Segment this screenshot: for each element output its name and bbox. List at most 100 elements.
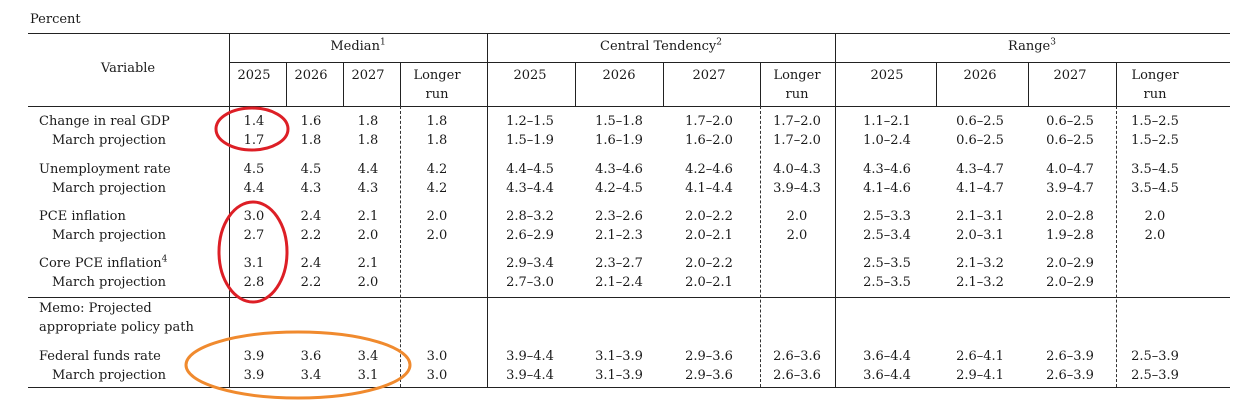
table-cell: 2.0–2.8 (1046, 209, 1094, 224)
col-header-longer: Longer (413, 68, 461, 83)
table-cell: 3.9 (243, 349, 265, 364)
row-label-variable: Change in real GDP (39, 114, 170, 129)
table-cell: 2.4 (300, 256, 322, 271)
col-header-2025: 2025 (513, 68, 547, 83)
table-cell: 2.2 (300, 228, 322, 243)
table-cell: 2.6–3.9 (1046, 368, 1094, 383)
table-cell: 2.0 (786, 228, 808, 243)
table-cell: 2.1–3.1 (956, 209, 1004, 224)
row-label-variable: PCE inflation (39, 209, 126, 224)
table-cell: 1.6 (300, 114, 322, 129)
table-cell: 2.5–3.9 (1131, 368, 1179, 383)
table-cell: 2.9–3.4 (506, 256, 554, 271)
col-header-longer: Longer (773, 68, 821, 83)
table-cell: 2.9–3.6 (685, 349, 733, 364)
table-cell: 1.8 (426, 114, 448, 129)
group-header-median: Median1 (330, 37, 386, 54)
header-divider (575, 62, 576, 106)
col-header-2026: 2026 (602, 68, 636, 83)
table-cell: 1.7 (243, 133, 265, 148)
table-cell: 3.0 (426, 349, 448, 364)
table-cell: 2.0–2.9 (1046, 275, 1094, 290)
table-cell: 2.5–3.3 (863, 209, 911, 224)
col-header-2027: 2027 (351, 68, 385, 83)
table-cell: 4.3–4.6 (863, 162, 911, 177)
variable-header: Variable (100, 61, 156, 76)
table-cell: 4.3–4.6 (595, 162, 643, 177)
table-cell: 2.9–3.6 (685, 368, 733, 383)
divider-variable (229, 33, 230, 387)
table-cell: 3.6–4.4 (863, 368, 911, 383)
table-cell: 3.4 (357, 349, 379, 364)
table-cell: 2.0 (357, 228, 379, 243)
table-cell: 3.9–4.3 (773, 181, 821, 196)
table-cell: 2.0 (1144, 228, 1166, 243)
col-header-longer: Longer (1131, 68, 1179, 83)
table-cell: 1.7–2.0 (773, 114, 821, 129)
table-cell: 4.1–4.7 (956, 181, 1004, 196)
table-cell: 2.0–2.1 (685, 275, 733, 290)
longer-run-dashed-divider (400, 106, 401, 387)
table-cell: 4.3 (357, 181, 379, 196)
table-cell: 3.0 (426, 368, 448, 383)
table-cell: 2.5–3.4 (863, 228, 911, 243)
memo-line-1: Memo: Projected (39, 301, 152, 316)
table-cell: 2.3–2.7 (595, 256, 643, 271)
row-label-march-projection: March projection (52, 181, 167, 196)
table-cell: 2.1–2.4 (595, 275, 643, 290)
table-cell: 4.3–4.7 (956, 162, 1004, 177)
table-cell: 4.0–4.3 (773, 162, 821, 177)
table-cell: 2.0–2.2 (685, 209, 733, 224)
table-cell: 0.6–2.5 (1046, 114, 1094, 129)
col-header-2026: 2026 (963, 68, 997, 83)
table-cell: 2.8 (243, 275, 265, 290)
table-cell: 1.5–2.5 (1131, 114, 1179, 129)
table-cell: 2.6–3.6 (773, 349, 821, 364)
table-cell: 4.4 (243, 181, 265, 196)
table-cell: 2.1–2.3 (595, 228, 643, 243)
table-cell: 2.8–3.2 (506, 209, 554, 224)
row-label-variable: Core PCE inflation4 (39, 254, 168, 271)
divider-median (487, 33, 488, 387)
col-header-run: run (425, 87, 449, 102)
col-header-2025: 2025 (237, 68, 271, 83)
row-label-march-projection: March projection (52, 275, 167, 290)
group-header-rule (229, 62, 1230, 63)
table-cell: 4.2 (426, 162, 448, 177)
table-cell: 2.1 (357, 256, 379, 271)
longer-run-dashed-divider (760, 106, 761, 387)
table-cell: 4.1–4.6 (863, 181, 911, 196)
orange-circle-fed-funds (184, 330, 412, 400)
table-cell: 1.9–2.8 (1046, 228, 1094, 243)
col-header-2026: 2026 (294, 68, 328, 83)
table-cell: 2.4 (300, 209, 322, 224)
header-divider (343, 62, 344, 106)
table-cell: 3.1–3.9 (595, 368, 643, 383)
table-cell: 2.5–3.9 (1131, 349, 1179, 364)
table-cell: 2.0–3.1 (956, 228, 1004, 243)
table-cell: 3.6 (300, 349, 322, 364)
row-label-variable: Federal funds rate (39, 349, 161, 364)
table-cell: 1.2–1.5 (506, 114, 554, 129)
table-cell: 2.9–4.1 (956, 368, 1004, 383)
table-cell: 1.5–1.9 (506, 133, 554, 148)
row-label-march-projection: March projection (52, 133, 167, 148)
table-cell: 2.0 (1144, 209, 1166, 224)
table-cell: 4.2–4.6 (685, 162, 733, 177)
header-bottom-rule (28, 106, 1230, 107)
col-header-2027: 2027 (692, 68, 726, 83)
table-cell: 1.6–2.0 (685, 133, 733, 148)
group-header-central-tendency: Central Tendency2 (600, 37, 722, 54)
table-cell: 4.3–4.4 (506, 181, 554, 196)
table-cell: 1.8 (357, 133, 379, 148)
table-caption: Percent (30, 12, 81, 27)
longer-run-dashed-divider (1116, 106, 1117, 387)
table-cell: 3.9–4.4 (506, 349, 554, 364)
table-cell: 3.1–3.9 (595, 349, 643, 364)
table-cell: 4.2 (426, 181, 448, 196)
table-cell: 1.4 (243, 114, 265, 129)
table-cell: 1.1–2.1 (863, 114, 911, 129)
table-cell: 2.0 (426, 228, 448, 243)
table-cell: 2.6–3.9 (1046, 349, 1094, 364)
header-divider (400, 62, 401, 106)
